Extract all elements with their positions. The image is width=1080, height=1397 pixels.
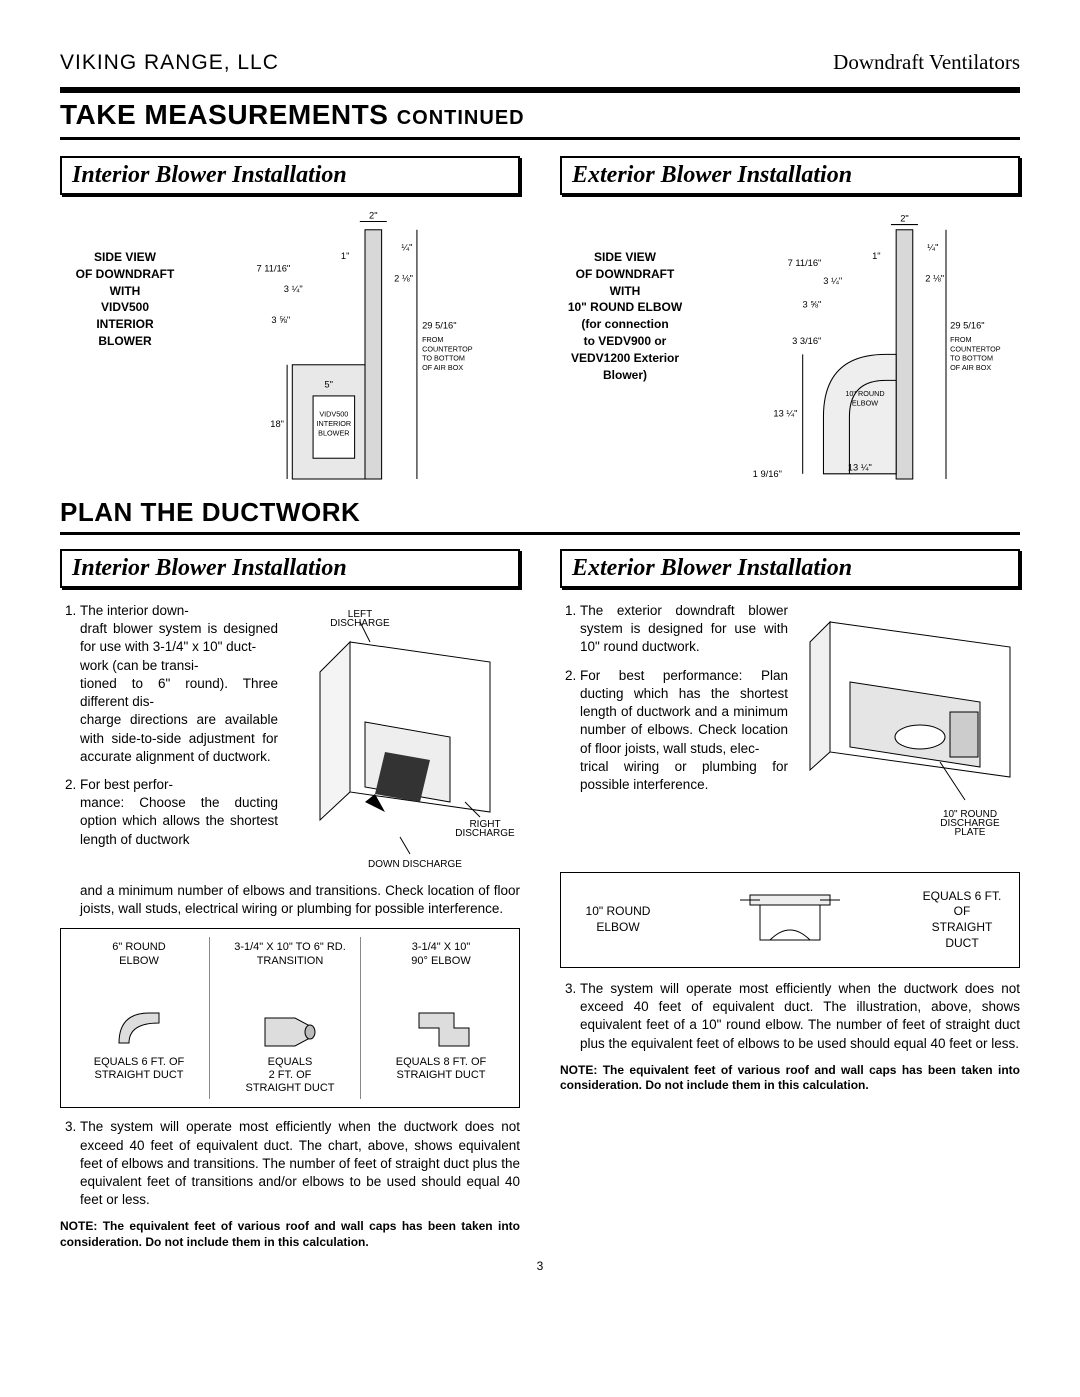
svg-text:13 ¼": 13 ¼"	[773, 409, 797, 419]
measurements-columns: Interior Blower Installation SIDE VIEWOF…	[60, 156, 1020, 479]
interior-plan-col: Interior Blower Installation The interio…	[60, 549, 520, 1251]
svg-text:LEFTDISCHARGE: LEFTDISCHARGE	[330, 609, 390, 629]
svg-text:1": 1"	[872, 251, 881, 261]
list-item: For best perfor-mance: Choose the ductin…	[80, 776, 278, 849]
list-item: The interior down-draft blower system is…	[80, 602, 278, 766]
svg-text:7 11/16": 7 11/16"	[256, 263, 290, 273]
interior-plan-list: The interior down-draft blower system is…	[60, 602, 278, 849]
elbow-equiv-box: 10" ROUNDELBOW EQUALS 6 FT. OFSTRAIGHT D…	[560, 872, 1020, 968]
svg-text:7 11/16": 7 11/16"	[788, 258, 822, 268]
main-title: TAKE MEASUREMENTS CONTINUED	[60, 87, 1020, 140]
interior-plan-text: The interior down-draft blower system is…	[60, 602, 278, 859]
interior-subheader: Interior Blower Installation	[60, 156, 520, 195]
svg-text:3 ⅝": 3 ⅝"	[271, 315, 290, 325]
exterior-plan-wrap: The exterior downdraft blower system is …	[560, 602, 1020, 862]
list-item: The exterior downdraft blower system is …	[580, 602, 788, 657]
svg-text:2": 2"	[369, 210, 378, 220]
exterior-plan-col: Exterior Blower Installation The exterio…	[560, 549, 1020, 1251]
svg-text:29 5/16": 29 5/16"	[422, 320, 456, 330]
plan-columns: Interior Blower Installation The interio…	[60, 549, 1020, 1251]
page-header: VIKING RANGE, LLC Downdraft Ventilators	[60, 50, 1020, 75]
interior-note: NOTE: The equivalent feet of various roo…	[60, 1219, 520, 1250]
svg-text:3 ⅝": 3 ⅝"	[803, 300, 822, 310]
elbow-right-label: EQUALS 6 FT. OFSTRAIGHT DUCT	[917, 889, 1007, 951]
elbow-cross-section-icon	[720, 885, 860, 955]
svg-text:5": 5"	[324, 380, 333, 390]
svg-text:18": 18"	[270, 419, 284, 429]
interior-sideview-label: SIDE VIEWOF DOWNDRAFTWITHVIDV500INTERIOR…	[60, 249, 190, 350]
svg-text:1": 1"	[341, 251, 350, 261]
exterior-plan-text: The exterior downdraft blower system is …	[560, 602, 788, 804]
svg-text:2 ⅛": 2 ⅛"	[925, 274, 944, 284]
svg-text:VIDV500INTERIORBLOWER: VIDV500INTERIORBLOWER	[317, 410, 352, 438]
svg-text:2 ⅛": 2 ⅛"	[394, 274, 413, 284]
svg-text:RIGHTDISCHARGE: RIGHTDISCHARGE	[455, 819, 515, 839]
exterior-diagram: 10" ROUNDELBOW 2" 1" ¼" 7 11/16" 3 ¼" 3 …	[710, 209, 1020, 479]
svg-text:DOWN DISCHARGE: DOWN DISCHARGE	[368, 859, 462, 870]
duct-top: 3-1/4" X 10"90° ELBOW	[375, 941, 507, 967]
duct-cell: 3-1/4" X 10" TO 6" RD.TRANSITION EQUALS2…	[220, 937, 361, 1099]
svg-text:FROMCOUNTERTOPTO BOTTOMOF AIR: FROMCOUNTERTOPTO BOTTOMOF AIR BOX	[950, 335, 1001, 372]
list-item: The system will operate most efficiently…	[580, 980, 1020, 1053]
svg-text:3 ¼": 3 ¼"	[284, 284, 303, 294]
duct-bot: EQUALS2 FT. OFSTRAIGHT DUCT	[224, 1056, 356, 1096]
title-main: TAKE MEASUREMENTS	[60, 99, 397, 130]
page-number: 3	[60, 1259, 1020, 1273]
product-line: Downdraft Ventilators	[833, 50, 1020, 75]
title-sub: CONTINUED	[397, 107, 525, 129]
duct-top: 6" ROUNDELBOW	[73, 941, 205, 967]
exterior-note: NOTE: The equivalent feet of various roo…	[560, 1063, 1020, 1094]
exterior-subheader: Exterior Blower Installation	[560, 156, 1020, 195]
interior-diagram-row: SIDE VIEWOF DOWNDRAFTWITHVIDV500INTERIOR…	[60, 209, 520, 479]
brand: VIKING RANGE, LLC	[60, 51, 279, 75]
exterior-item3-list: The system will operate most efficiently…	[560, 980, 1020, 1053]
exterior-measure-col: Exterior Blower Installation SIDE VIEWOF…	[560, 156, 1020, 479]
duct-cell: 6" ROUNDELBOW EQUALS 6 FT. OFSTRAIGHT DU…	[69, 937, 210, 1099]
exterior-plan-subheader: Exterior Blower Installation	[560, 549, 1020, 588]
svg-text:FROMCOUNTERTOPTO BOTTOMOF AIR: FROMCOUNTERTOPTO BOTTOMOF AIR BOX	[422, 335, 473, 372]
duct-bot: EQUALS 8 FT. OFSTRAIGHT DUCT	[375, 1056, 507, 1082]
svg-text:10" ROUNDDISCHARGEPLATE: 10" ROUNDDISCHARGEPLATE	[940, 809, 1000, 838]
exterior-sideview-label: SIDE VIEWOF DOWNDRAFTWITH10" ROUND ELBOW…	[560, 249, 690, 383]
svg-text:3 3/16": 3 3/16"	[792, 336, 821, 346]
duct-top: 3-1/4" X 10" TO 6" RD.TRANSITION	[224, 941, 356, 967]
interior-measure-col: Interior Blower Installation SIDE VIEWOF…	[60, 156, 520, 479]
svg-text:1 9/16": 1 9/16"	[753, 469, 782, 479]
svg-text:¼": ¼"	[401, 243, 412, 253]
svg-text:29 5/16": 29 5/16"	[950, 320, 984, 330]
rect-elbow-icon	[375, 1004, 507, 1052]
elbow-left-label: 10" ROUNDELBOW	[573, 904, 663, 935]
duct-cell: 3-1/4" X 10"90° ELBOW EQUALS 8 FT. OFSTR…	[371, 937, 511, 1099]
list-item: For best performance: Plan ducting which…	[580, 667, 788, 795]
interior-item3-list: The system will operate most efficiently…	[60, 1118, 520, 1209]
svg-text:2": 2"	[900, 213, 909, 223]
list-item: The system will operate most efficiently…	[80, 1118, 520, 1209]
svg-text:¼": ¼"	[927, 243, 938, 253]
transition-icon	[224, 1004, 356, 1052]
duct-table: 6" ROUNDELBOW EQUALS 6 FT. OFSTRAIGHT DU…	[60, 928, 520, 1108]
interior-plan-subheader: Interior Blower Installation	[60, 549, 520, 588]
exterior-plan-list: The exterior downdraft blower system is …	[560, 602, 788, 794]
interior-diagram: VIDV500INTERIORBLOWER 2" 1" ¼" 7 11/16" …	[210, 209, 520, 479]
interior-plan-wrap: The interior down-draft blower system is…	[60, 602, 520, 882]
elbow-icon	[73, 1004, 205, 1052]
duct-bot: EQUALS 6 FT. OFSTRAIGHT DUCT	[73, 1056, 205, 1082]
svg-text:13 ¼": 13 ¼"	[848, 463, 872, 473]
interior-plan-diagram: LEFTDISCHARGE RIGHTDISCHARGE DOWN DISCHA…	[290, 602, 520, 882]
interior-plan-tail: and a minimum number of elbows and trans…	[80, 882, 520, 918]
exterior-plan-diagram: 10" ROUNDDISCHARGEPLATE	[800, 602, 1020, 862]
plan-title: PLAN THE DUCTWORK	[60, 497, 1020, 535]
svg-text:3 ¼": 3 ¼"	[823, 276, 842, 286]
exterior-diagram-row: SIDE VIEWOF DOWNDRAFTWITH10" ROUND ELBOW…	[560, 209, 1020, 479]
